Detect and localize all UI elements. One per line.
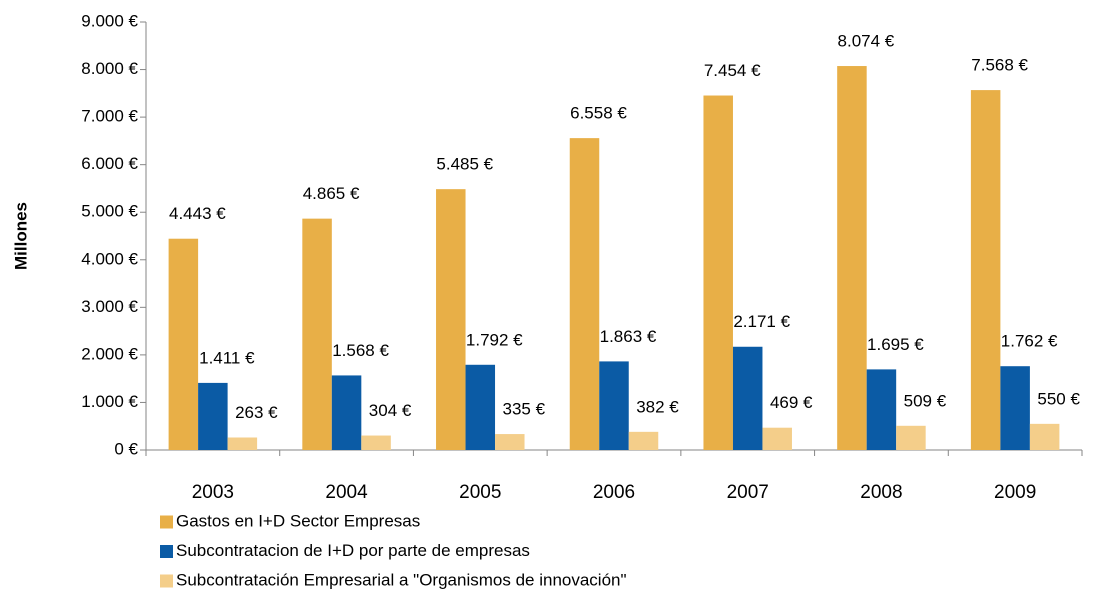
legend-swatch bbox=[160, 574, 173, 588]
bar bbox=[628, 431, 659, 450]
bar bbox=[732, 346, 763, 450]
bar bbox=[599, 361, 629, 450]
bar bbox=[436, 189, 466, 450]
value-label: 7.454 € bbox=[704, 61, 761, 80]
bar bbox=[569, 138, 600, 450]
y-tick-label: 5.000 € bbox=[81, 202, 138, 221]
x-tick-label: 2005 bbox=[459, 482, 501, 503]
x-tick-label: 2008 bbox=[860, 482, 902, 503]
y-tick-label: 8.000 € bbox=[81, 59, 138, 78]
value-label: 1.568 € bbox=[332, 341, 389, 360]
bar bbox=[703, 95, 733, 451]
value-label: 1.695 € bbox=[867, 335, 924, 354]
bar bbox=[465, 364, 496, 450]
value-label: 4.443 € bbox=[169, 204, 226, 223]
value-label: 1.863 € bbox=[600, 327, 657, 346]
y-tick-label: 0 € bbox=[114, 439, 138, 458]
value-label: 4.865 € bbox=[303, 184, 360, 203]
value-label: 1.411 € bbox=[199, 348, 255, 367]
y-tick-label: 3.000 € bbox=[81, 297, 138, 316]
bar bbox=[896, 425, 926, 450]
bar bbox=[866, 369, 897, 450]
bar bbox=[302, 218, 332, 450]
x-tick-label: 2007 bbox=[727, 482, 769, 503]
value-label: 382 € bbox=[636, 397, 679, 416]
y-tick-label: 7.000 € bbox=[81, 107, 138, 126]
bar bbox=[331, 375, 362, 450]
bar bbox=[970, 90, 1001, 451]
value-label: 1.792 € bbox=[466, 330, 523, 349]
value-label: 8.074 € bbox=[838, 32, 895, 51]
value-label: 2.171 € bbox=[733, 312, 790, 331]
value-label: 6.558 € bbox=[570, 104, 627, 123]
legend-label: Subcontratacion de I+D por parte de empr… bbox=[176, 541, 530, 560]
y-tick-label: 1.000 € bbox=[81, 392, 138, 411]
value-label: 304 € bbox=[369, 401, 412, 420]
bar bbox=[198, 382, 228, 450]
bar bbox=[361, 435, 391, 450]
value-label: 7.568 € bbox=[971, 56, 1028, 75]
legend-swatch bbox=[160, 515, 173, 529]
bar bbox=[495, 434, 525, 450]
bar bbox=[837, 66, 867, 451]
value-label: 1.762 € bbox=[1001, 332, 1058, 351]
value-label: 550 € bbox=[1037, 389, 1080, 408]
bar bbox=[227, 437, 258, 450]
value-label: 469 € bbox=[770, 393, 813, 412]
y-tick-label: 4.000 € bbox=[81, 249, 138, 268]
bar bbox=[1029, 423, 1060, 450]
y-tick-label: 6.000 € bbox=[81, 154, 138, 173]
y-tick-label: 2.000 € bbox=[81, 344, 138, 363]
value-label: 5.485 € bbox=[436, 155, 493, 174]
bar bbox=[168, 238, 199, 450]
y-axis-title: Millones bbox=[11, 202, 30, 270]
bar bbox=[762, 427, 792, 450]
value-label: 509 € bbox=[904, 391, 947, 410]
y-tick-label: 9.000 € bbox=[81, 11, 138, 30]
x-tick-label: 2004 bbox=[325, 482, 368, 503]
value-label: 335 € bbox=[503, 400, 546, 419]
x-tick-label: 2006 bbox=[593, 482, 635, 503]
x-tick-label: 2009 bbox=[994, 482, 1036, 503]
legend-label: Gastos en I+D Sector Empresas bbox=[176, 511, 420, 530]
x-tick-label: 2003 bbox=[192, 482, 234, 503]
legend-swatch bbox=[160, 545, 173, 558]
legend-label: Subcontratación Empresarial a "Organismo… bbox=[176, 570, 627, 589]
value-label: 263 € bbox=[235, 403, 278, 422]
bar bbox=[1000, 366, 1030, 450]
